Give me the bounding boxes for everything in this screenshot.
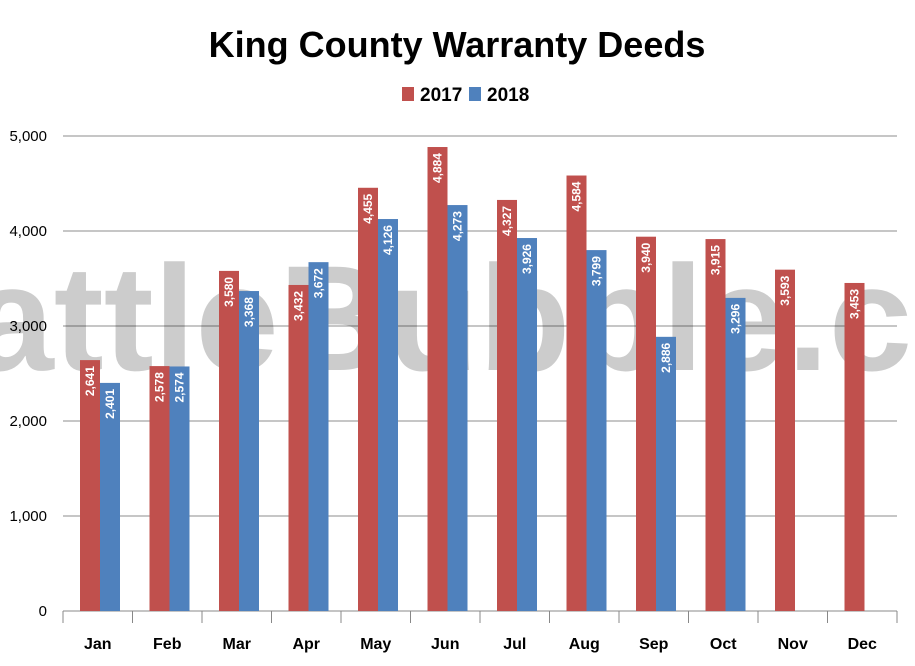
data-label: 2,401 <box>103 389 117 419</box>
y-tick-label: 0 <box>39 603 47 620</box>
bar <box>100 382 120 611</box>
bar <box>239 291 259 611</box>
y-tick-label: 2,000 <box>9 413 47 430</box>
bar <box>586 250 607 611</box>
data-label: 3,453 <box>848 289 862 319</box>
data-label: 4,327 <box>500 206 514 236</box>
bar <box>725 297 746 611</box>
legend-label: 2018 <box>487 85 529 106</box>
data-label: 2,578 <box>153 372 167 402</box>
x-tick-label: Mar <box>223 636 251 653</box>
bar <box>636 236 656 611</box>
bar <box>80 360 100 611</box>
x-tick-label: Nov <box>778 636 808 653</box>
y-tick-label: 3,000 <box>9 318 47 335</box>
bar <box>288 284 309 611</box>
data-label: 2,641 <box>83 366 97 396</box>
x-axis-ticks: Jan Feb Mar Apr May Jun Jul Aug Sep Oct Nov Dec <box>84 636 877 653</box>
data-label: 3,940 <box>639 242 653 272</box>
x-tick-label: Apr <box>292 636 320 653</box>
bar <box>358 187 378 611</box>
data-label: 3,432 <box>292 291 306 321</box>
y-tick-label: 4,000 <box>9 223 47 240</box>
x-tick-label: Jul <box>503 636 526 653</box>
data-labels: 2,641 2,401 2,578 2,574 3,580 3,368 3,432 3,672… <box>83 153 862 419</box>
gridlines <box>62 135 898 623</box>
bar <box>517 238 537 611</box>
x-tick-label: May <box>360 636 391 653</box>
data-label: 4,884 <box>431 153 445 183</box>
data-label: 3,580 <box>222 277 236 307</box>
bar <box>447 205 468 611</box>
bar <box>566 175 587 611</box>
data-label: 3,926 <box>520 244 534 274</box>
legend-swatch <box>469 87 481 101</box>
data-label: 2,574 <box>173 372 187 402</box>
data-label: 3,368 <box>242 297 256 327</box>
bar <box>149 366 170 611</box>
x-tick-label: Dec <box>848 636 877 653</box>
data-label: 4,455 <box>361 193 375 223</box>
data-label: 3,593 <box>778 275 792 305</box>
x-tick-label: Jun <box>431 636 459 653</box>
data-label: 3,799 <box>590 256 604 286</box>
y-tick-label: 1,000 <box>9 508 47 525</box>
bar <box>497 199 517 611</box>
y-tick-label: 5,000 <box>9 128 47 145</box>
data-label: 3,672 <box>312 268 326 298</box>
x-tick-label: Feb <box>153 636 182 653</box>
data-label: 4,273 <box>451 211 465 241</box>
bar <box>308 262 329 611</box>
legend: 2017 2018 <box>402 85 529 106</box>
y-axis-ticks: 0 1,000 2,000 3,000 4,000 5,000 <box>9 128 47 620</box>
x-tick-label: Jan <box>84 636 112 653</box>
bar <box>844 282 865 611</box>
legend-label: 2017 <box>420 85 462 106</box>
bar <box>169 366 190 611</box>
x-tick-label: Oct <box>710 636 737 653</box>
x-tick-label: Aug <box>569 636 600 653</box>
bar <box>775 269 795 611</box>
bar <box>427 147 448 611</box>
bar <box>219 270 239 611</box>
data-label: 4,126 <box>381 225 395 255</box>
data-label: 3,296 <box>729 304 743 334</box>
data-label: 3,915 <box>709 245 723 275</box>
data-label: 4,584 <box>570 181 584 211</box>
bar <box>656 336 676 611</box>
legend-swatch <box>402 87 414 101</box>
chart-title: King County Warranty Deeds <box>209 24 706 65</box>
bar <box>705 239 726 611</box>
bar <box>378 219 398 611</box>
bars <box>80 147 865 611</box>
data-label: 2,886 <box>659 343 673 373</box>
x-tick-label: Sep <box>639 636 669 653</box>
